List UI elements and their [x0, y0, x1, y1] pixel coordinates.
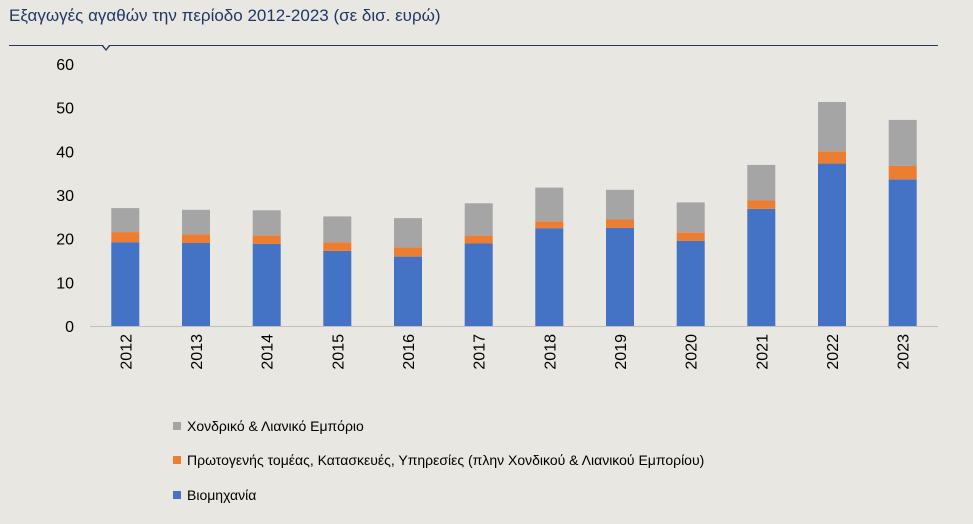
y-axis-ticks: 0 10 20 30 40 50 60	[56, 57, 74, 336]
bar-segment-2015-series-0	[323, 250, 352, 326]
bar-segment-2016-series-2	[394, 218, 422, 248]
bar-segment-2017-series-1	[464, 235, 493, 244]
y-tick-label: 60	[56, 57, 74, 74]
chart-title: Εξαγωγές αγαθών την περίοδο 2012-2023 (σ…	[9, 6, 441, 25]
legend-swatch	[173, 491, 181, 499]
bar-segment-2017-series-2	[464, 203, 493, 236]
bar-segment-2016-series-0	[394, 256, 422, 326]
x-tick-label-2016: 2016	[401, 334, 418, 370]
title-underline	[9, 45, 938, 46]
legend-label: Χονδρικό & Λιανικό Εμπόριο	[187, 418, 364, 434]
bar-segment-2021-series-0	[747, 209, 776, 326]
x-tick-label-2013: 2013	[189, 334, 206, 370]
bar-segment-2019-series-0	[606, 227, 634, 327]
bar-segment-2020-series-0	[676, 240, 705, 326]
x-tick-label-2022: 2022	[825, 334, 842, 370]
x-tick-label-2012: 2012	[118, 334, 135, 370]
legend-label: Βιομηχανία	[187, 487, 257, 503]
bar-segment-2012-series-2	[111, 208, 140, 233]
bar-segment-2022-series-0	[818, 163, 846, 326]
bar-segment-2019-series-1	[606, 219, 634, 228]
bar-segment-2012-series-0	[111, 242, 140, 326]
bar-segment-2014-series-1	[252, 235, 281, 244]
bar-segment-2013-series-2	[182, 209, 210, 235]
bar-segment-2018-series-0	[535, 228, 564, 326]
bar-segment-2014-series-0	[252, 243, 281, 326]
legend-item-series-2: Χονδρικό & Λιανικό Εμπόριο	[173, 418, 364, 434]
bar-segment-2023-series-0	[888, 179, 917, 326]
x-tick-label-2020: 2020	[684, 334, 701, 370]
bar-segment-2015-series-1	[323, 242, 352, 251]
bar-segment-2019-series-2	[606, 189, 634, 220]
y-tick-label: 40	[56, 144, 74, 161]
legend-swatch	[173, 422, 181, 430]
bar-segment-2018-series-1	[535, 221, 564, 229]
bar-marks	[111, 102, 917, 327]
bar-segment-2021-series-1	[747, 200, 776, 209]
x-axis-tick-labels: 2012 2013 2014 2015 2016 2017 2018 2019 2020 2021…	[118, 334, 912, 370]
legend-item-series-1: Πρωτογενής τομέας, Κατασκευές, Υπηρεσίες…	[173, 452, 704, 468]
bar-segment-2022-series-1	[818, 151, 846, 164]
x-tick-label-2015: 2015	[330, 334, 347, 370]
bar-segment-2013-series-1	[182, 234, 210, 243]
bar-segment-2014-series-2	[252, 210, 281, 236]
legend-label: Πρωτογενής τομέας, Κατασκευές, Υπηρεσίες…	[187, 452, 705, 468]
x-tick-label-2018: 2018	[542, 334, 559, 370]
bar-segment-2018-series-2	[535, 187, 564, 222]
title-underline-notch-inner	[103, 45, 109, 49]
bar-segment-2012-series-1	[111, 232, 140, 243]
bar-segment-2022-series-2	[818, 102, 846, 152]
bar-segment-2016-series-1	[394, 247, 422, 257]
x-tick-label-2019: 2019	[613, 334, 630, 370]
y-tick-label: 30	[56, 188, 74, 205]
x-tick-label-2023: 2023	[896, 334, 913, 370]
bar-segment-2023-series-1	[888, 165, 917, 180]
y-tick-label: 0	[65, 319, 74, 336]
bar-segment-2015-series-2	[323, 216, 352, 243]
y-tick-label: 20	[56, 232, 74, 249]
legend-item-series-0: Βιομηχανία	[173, 487, 256, 503]
y-tick-label: 10	[56, 275, 74, 292]
x-tick-label-2014: 2014	[260, 334, 277, 370]
bar-segment-2013-series-0	[182, 243, 210, 326]
bar-segment-2017-series-0	[464, 243, 493, 326]
x-tick-label-2017: 2017	[472, 334, 489, 370]
x-tick-label-2021: 2021	[754, 334, 771, 370]
bar-segment-2021-series-2	[747, 164, 776, 201]
legend-swatch	[173, 456, 181, 464]
bar-segment-2020-series-1	[676, 232, 705, 241]
bar-segment-2020-series-2	[676, 202, 705, 233]
y-tick-label: 50	[56, 101, 74, 118]
bar-segment-2023-series-2	[888, 119, 917, 166]
